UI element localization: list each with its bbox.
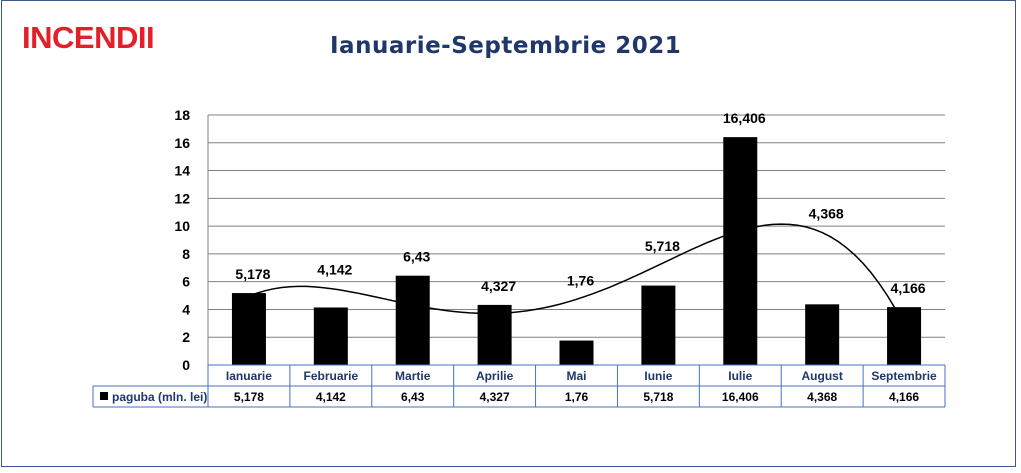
table-value: 6,43 xyxy=(401,390,425,404)
table-value: 5,718 xyxy=(643,390,673,404)
chart-title: Ianuarie-Septembrie 2021 xyxy=(330,33,682,59)
data-table: Ianuarie 5,178 Februarie 4,142 Martie 6,43 Apr… xyxy=(92,364,946,408)
table-category-label: Septembrie xyxy=(871,369,937,383)
y-tick-label: 18 xyxy=(174,107,190,123)
data-label: 1,76 xyxy=(567,272,594,288)
y-tick-label: 2 xyxy=(182,329,190,345)
table-category-label: Aprilie xyxy=(476,369,514,383)
table-value: 1,76 xyxy=(565,390,589,404)
y-axis: 0 2 4 6 8 10 12 14 16 18 xyxy=(174,107,209,373)
data-label: 4,368 xyxy=(809,206,844,222)
bar xyxy=(805,304,840,365)
bar xyxy=(313,307,348,365)
y-tick-label: 6 xyxy=(182,274,190,290)
y-tick-label: 8 xyxy=(182,246,190,262)
table-category-label: Ianuarie xyxy=(226,369,272,383)
table-category-label: Februarie xyxy=(303,369,358,383)
y-tick-label: 14 xyxy=(174,163,190,179)
table-category-label: Iulie xyxy=(728,369,752,383)
bar xyxy=(559,340,594,365)
bar xyxy=(231,293,266,365)
trendline xyxy=(248,223,905,326)
brand-label: INCENDII xyxy=(22,20,155,55)
legend-key xyxy=(100,392,108,400)
data-label: 5,718 xyxy=(645,238,680,254)
table-category-label: Mai xyxy=(566,369,586,383)
bar xyxy=(641,285,676,365)
y-tick-label: 4 xyxy=(182,301,190,317)
table-value: 4,368 xyxy=(807,390,837,404)
table-value: 5,178 xyxy=(234,390,264,404)
y-tick-label: 10 xyxy=(174,218,190,234)
data-label: 16,406 xyxy=(723,110,766,126)
table-value: 4,142 xyxy=(316,390,346,404)
table-category-label: Martie xyxy=(395,369,431,383)
data-label: 6,43 xyxy=(403,249,430,265)
y-tick-label: 12 xyxy=(174,190,190,206)
y-tick-label: 0 xyxy=(182,357,190,373)
series-name: paguba (mln. lei) xyxy=(112,390,207,404)
data-label: 4,166 xyxy=(891,280,926,296)
bar xyxy=(723,137,758,365)
data-label: 4,327 xyxy=(481,278,516,294)
table-value: 4,166 xyxy=(889,390,919,404)
data-label: 4,142 xyxy=(317,262,352,278)
data-labels: 5,178 4,142 6,43 4,327 1,76 5,718 16,406 4,368 4… xyxy=(235,110,925,296)
table-category-label: August xyxy=(802,369,843,383)
trendline-path xyxy=(248,223,905,326)
bar xyxy=(887,307,922,365)
table-value: 16,406 xyxy=(722,390,759,404)
bar xyxy=(477,304,512,365)
table-value: 4,327 xyxy=(480,390,510,404)
table-category-label: Iunie xyxy=(644,369,672,383)
y-tick-label: 16 xyxy=(174,135,190,151)
bars xyxy=(231,137,922,365)
data-label: 5,178 xyxy=(235,266,270,282)
bar xyxy=(395,275,430,365)
